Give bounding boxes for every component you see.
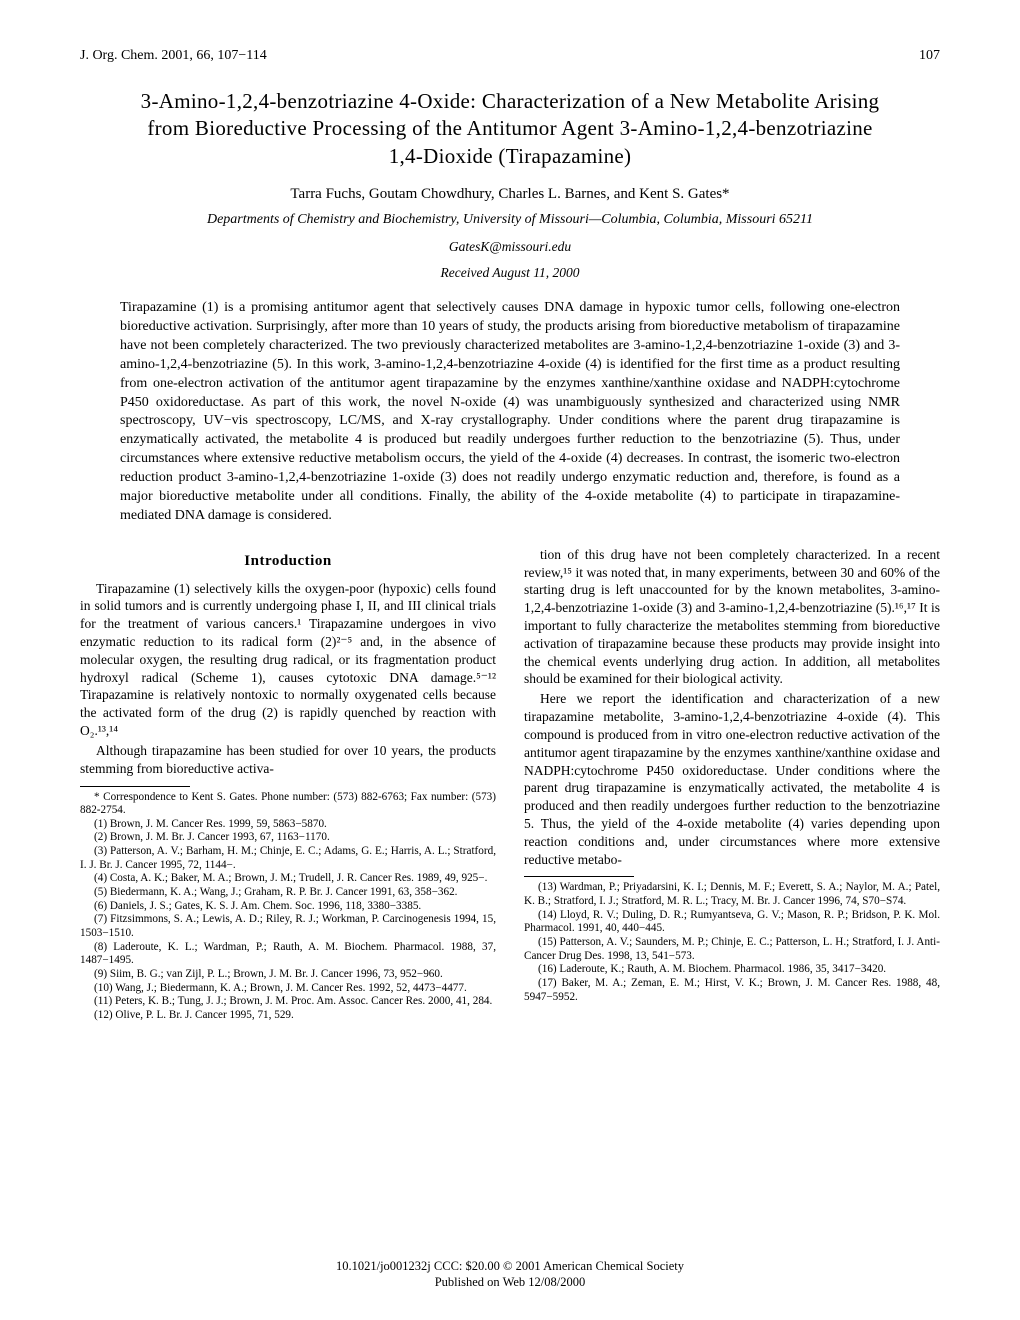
reference-5: (5) Biedermann, K. A.; Wang, J.; Graham,… bbox=[80, 886, 496, 900]
intro-paragraph-2: Although tirapazamine has been studied f… bbox=[80, 742, 496, 778]
reference-4: (4) Costa, A. K.; Baker, M. A.; Brown, J… bbox=[80, 872, 496, 886]
abstract-text: Tirapazamine (1) is a promising antitumo… bbox=[120, 299, 900, 526]
correspondence-note: * Correspondence to Kent S. Gates. Phone… bbox=[80, 791, 496, 818]
reference-9: (9) Siim, B. G.; van Zijl, P. L.; Brown,… bbox=[80, 968, 496, 982]
received-date: Received August 11, 2000 bbox=[80, 265, 940, 281]
reference-8: (8) Laderoute, K. L.; Wardman, P.; Rauth… bbox=[80, 941, 496, 968]
footnote-divider bbox=[524, 876, 634, 877]
corresponding-email: GatesK@missouri.edu bbox=[80, 239, 940, 255]
published-date: Published on Web 12/08/2000 bbox=[0, 1274, 1020, 1290]
page-number: 107 bbox=[919, 48, 940, 64]
reference-11: (11) Peters, K. B.; Tung, J. J.; Brown, … bbox=[80, 995, 496, 1009]
reference-6: (6) Daniels, J. S.; Gates, K. S. J. Am. … bbox=[80, 900, 496, 914]
reference-16: (16) Laderoute, K.; Rauth, A. M. Biochem… bbox=[524, 963, 940, 977]
reference-12: (12) Olive, P. L. Br. J. Cancer 1995, 71… bbox=[80, 1009, 496, 1023]
body-paragraph-2: Here we report the identification and ch… bbox=[524, 690, 940, 868]
reference-13: (13) Wardman, P.; Priyadarsini, K. I.; D… bbox=[524, 881, 940, 908]
reference-1: (1) Brown, J. M. Cancer Res. 1999, 59, 5… bbox=[80, 818, 496, 832]
reference-15: (15) Patterson, A. V.; Saunders, M. P.; … bbox=[524, 936, 940, 963]
doi-copyright: 10.1021/jo001232j CCC: $20.00 © 2001 Ame… bbox=[0, 1258, 1020, 1274]
reference-7: (7) Fitzsimmons, S. A.; Lewis, A. D.; Ri… bbox=[80, 913, 496, 940]
page-footer: 10.1021/jo001232j CCC: $20.00 © 2001 Ame… bbox=[0, 1258, 1020, 1291]
left-column: Introduction Tirapazamine (1) selectivel… bbox=[80, 546, 496, 1023]
right-column: tion of this drug have not been complete… bbox=[524, 546, 940, 1023]
reference-2: (2) Brown, J. M. Br. J. Cancer 1993, 67,… bbox=[80, 831, 496, 845]
body-paragraph-1: tion of this drug have not been complete… bbox=[524, 546, 940, 689]
article-title: 3-Amino-1,2,4-benzotriazine 4-Oxide: Cha… bbox=[140, 88, 880, 170]
journal-page: J. Org. Chem. 2001, 66, 107−114 107 3-Am… bbox=[0, 0, 1020, 1320]
footnotes-left: * Correspondence to Kent S. Gates. Phone… bbox=[80, 791, 496, 1023]
introduction-heading: Introduction bbox=[80, 552, 496, 572]
journal-reference: J. Org. Chem. 2001, 66, 107−114 bbox=[80, 48, 267, 64]
affiliation: Departments of Chemistry and Biochemistr… bbox=[200, 211, 820, 229]
body-columns: Introduction Tirapazamine (1) selectivel… bbox=[80, 546, 940, 1023]
running-head: J. Org. Chem. 2001, 66, 107−114 107 bbox=[80, 48, 940, 64]
reference-3: (3) Patterson, A. V.; Barham, H. M.; Chi… bbox=[80, 845, 496, 872]
reference-14: (14) Lloyd, R. V.; Duling, D. R.; Rumyan… bbox=[524, 909, 940, 936]
intro-paragraph-1: Tirapazamine (1) selectively kills the o… bbox=[80, 580, 496, 740]
reference-10: (10) Wang, J.; Biedermann, K. A.; Brown,… bbox=[80, 982, 496, 996]
footnotes-right: (13) Wardman, P.; Priyadarsini, K. I.; D… bbox=[524, 881, 940, 1004]
footnote-divider bbox=[80, 786, 190, 787]
author-list: Tarra Fuchs, Goutam Chowdhury, Charles L… bbox=[80, 186, 940, 203]
reference-17: (17) Baker, M. A.; Zeman, E. M.; Hirst, … bbox=[524, 977, 940, 1004]
